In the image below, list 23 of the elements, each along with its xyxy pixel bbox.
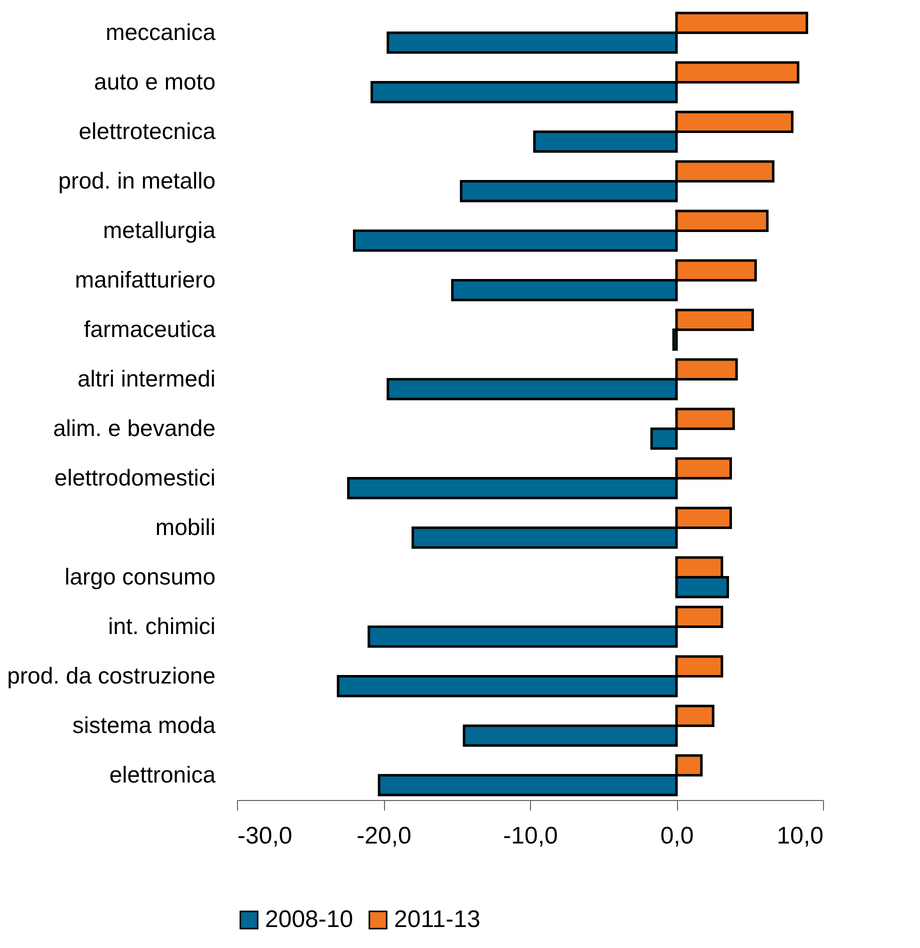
x-tick-label: -30,0 [238,822,292,850]
y-tick-label: largo consumo [64,563,216,590]
y-tick-label: meccanica [106,18,216,45]
y-tick-label: manifatturiero [74,266,216,292]
x-tick-label: 10,0 [776,822,824,850]
y-tick-label: auto e moto [94,68,216,94]
y-tick-label: farmaceutica [84,316,216,342]
y-tick-label: elettronica [109,761,216,788]
legend-label: 2008-10 [265,906,354,933]
x-tick-label: -10,0 [503,822,558,850]
x-tick-label: 0,0 [660,822,694,850]
y-tick-label: alim. e bevande [53,414,216,441]
x-tick-label: -20,0 [356,822,412,850]
y-tick-label: metallurgia [103,216,216,243]
y-tick-label: elettrotecnica [78,118,216,144]
y-tick-label: mobili [155,514,216,540]
y-tick-label: prod. da costruzione [7,662,216,688]
legend-label: 2011-13 [394,906,480,933]
y-tick-label: elettrodomestici [54,464,216,490]
y-tick-label: altri intermedi [77,365,216,392]
y-tick-label: sistema moda [72,712,216,738]
y-tick-label: int. chimici [108,612,216,639]
y-tick-label: prod. in metallo [58,167,216,194]
